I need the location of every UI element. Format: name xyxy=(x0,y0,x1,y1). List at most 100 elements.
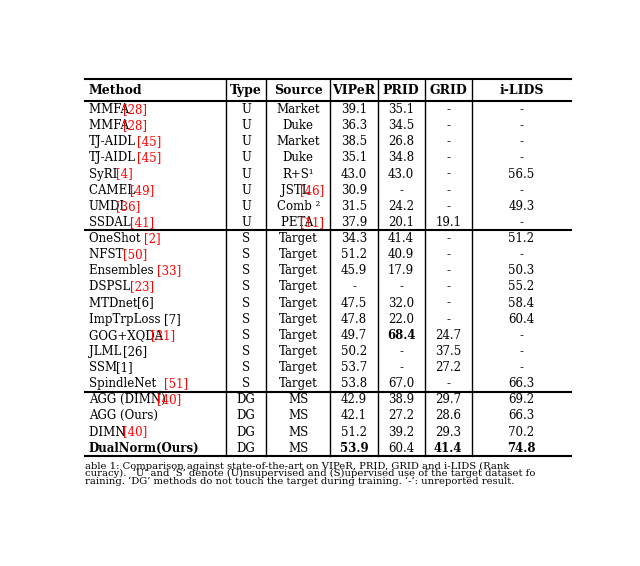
Text: U: U xyxy=(241,135,251,148)
Text: -: - xyxy=(520,361,524,374)
Text: [7]: [7] xyxy=(164,312,181,325)
Text: 49.7: 49.7 xyxy=(341,329,367,342)
Text: i-LIDS: i-LIDS xyxy=(499,84,544,97)
Text: 66.3: 66.3 xyxy=(508,409,534,422)
Text: [40]: [40] xyxy=(123,426,147,439)
Text: 68.4: 68.4 xyxy=(387,329,415,342)
Text: 53.9: 53.9 xyxy=(340,441,369,454)
Text: VIPeR: VIPeR xyxy=(332,84,376,97)
Text: ImpTrpLoss: ImpTrpLoss xyxy=(89,312,164,325)
Text: S: S xyxy=(242,297,250,310)
Text: Market: Market xyxy=(276,135,320,148)
Text: [31]: [31] xyxy=(150,329,175,342)
Text: OneShot: OneShot xyxy=(89,232,144,245)
Text: MMFA: MMFA xyxy=(89,103,132,116)
Text: 29.7: 29.7 xyxy=(435,393,461,406)
Text: U: U xyxy=(241,168,251,181)
Text: 53.7: 53.7 xyxy=(341,361,367,374)
Text: 60.4: 60.4 xyxy=(508,312,534,325)
Text: [36]: [36] xyxy=(116,200,141,213)
Text: [11]: [11] xyxy=(300,216,324,229)
Text: 58.4: 58.4 xyxy=(508,297,534,310)
Text: -: - xyxy=(520,103,524,116)
Text: [2]: [2] xyxy=(144,232,161,245)
Text: S: S xyxy=(242,312,250,325)
Text: Source: Source xyxy=(274,84,323,97)
Text: PRID: PRID xyxy=(383,84,419,97)
Text: 36.3: 36.3 xyxy=(341,119,367,132)
Text: Method: Method xyxy=(89,84,143,97)
Text: -: - xyxy=(399,280,403,293)
Text: 27.2: 27.2 xyxy=(435,361,461,374)
Text: -: - xyxy=(446,168,451,181)
Text: DSPSL: DSPSL xyxy=(89,280,134,293)
Text: S: S xyxy=(242,232,250,245)
Text: [46]: [46] xyxy=(300,184,324,196)
Text: -: - xyxy=(446,184,451,196)
Text: MTDnet: MTDnet xyxy=(89,297,141,310)
Text: U: U xyxy=(241,200,251,213)
Text: 55.2: 55.2 xyxy=(508,280,534,293)
Text: DualNorm(Ours): DualNorm(Ours) xyxy=(89,441,200,454)
Text: MS: MS xyxy=(288,441,308,454)
Text: 22.0: 22.0 xyxy=(388,312,414,325)
Text: S: S xyxy=(242,361,250,374)
Text: -: - xyxy=(520,329,524,342)
Text: -: - xyxy=(446,232,451,245)
Text: NFST: NFST xyxy=(89,248,127,261)
Text: -: - xyxy=(352,280,356,293)
Text: S: S xyxy=(242,248,250,261)
Text: U: U xyxy=(241,216,251,229)
Text: S: S xyxy=(242,345,250,358)
Text: -: - xyxy=(446,200,451,213)
Text: U: U xyxy=(241,184,251,196)
Text: 43.0: 43.0 xyxy=(388,168,414,181)
Text: 70.2: 70.2 xyxy=(508,426,534,439)
Text: [51]: [51] xyxy=(164,377,188,390)
Text: TJ-AIDL: TJ-AIDL xyxy=(89,135,136,148)
Text: -: - xyxy=(446,119,451,132)
Text: AGG (DIMN): AGG (DIMN) xyxy=(89,393,166,406)
Text: Target: Target xyxy=(279,312,317,325)
Text: R+S¹: R+S¹ xyxy=(282,168,314,181)
Text: CAMEL: CAMEL xyxy=(89,184,139,196)
Text: 45.9: 45.9 xyxy=(341,264,367,277)
Text: 49.3: 49.3 xyxy=(508,200,534,213)
Text: MS: MS xyxy=(288,409,308,422)
Text: 29.3: 29.3 xyxy=(435,426,461,439)
Text: 42.1: 42.1 xyxy=(341,409,367,422)
Text: Target: Target xyxy=(279,345,317,358)
Text: [50]: [50] xyxy=(123,248,147,261)
Text: Target: Target xyxy=(279,232,317,245)
Text: 26.8: 26.8 xyxy=(388,135,414,148)
Text: Target: Target xyxy=(279,329,317,342)
Text: [28]: [28] xyxy=(123,103,147,116)
Text: -: - xyxy=(520,184,524,196)
Text: -: - xyxy=(520,119,524,132)
Text: U: U xyxy=(241,152,251,164)
Text: 60.4: 60.4 xyxy=(388,441,414,454)
Text: SSM: SSM xyxy=(89,361,121,374)
Text: TJ-AIDL: TJ-AIDL xyxy=(89,152,136,164)
Text: 51.2: 51.2 xyxy=(341,426,367,439)
Text: [41]: [41] xyxy=(130,216,154,229)
Text: 24.2: 24.2 xyxy=(388,200,414,213)
Text: 50.2: 50.2 xyxy=(341,345,367,358)
Text: 39.1: 39.1 xyxy=(341,103,367,116)
Text: [4]: [4] xyxy=(116,168,133,181)
Text: 32.0: 32.0 xyxy=(388,297,414,310)
Text: -: - xyxy=(520,152,524,164)
Text: Duke: Duke xyxy=(283,152,314,164)
Text: 53.8: 53.8 xyxy=(341,377,367,390)
Text: -: - xyxy=(446,297,451,310)
Text: Target: Target xyxy=(279,297,317,310)
Text: 24.7: 24.7 xyxy=(435,329,461,342)
Text: AGG (Ours): AGG (Ours) xyxy=(89,409,158,422)
Text: -: - xyxy=(446,135,451,148)
Text: [1]: [1] xyxy=(116,361,133,374)
Text: -: - xyxy=(399,345,403,358)
Text: DG: DG xyxy=(237,426,255,439)
Text: [26]: [26] xyxy=(123,345,147,358)
Text: DG: DG xyxy=(237,441,255,454)
Text: Target: Target xyxy=(279,264,317,277)
